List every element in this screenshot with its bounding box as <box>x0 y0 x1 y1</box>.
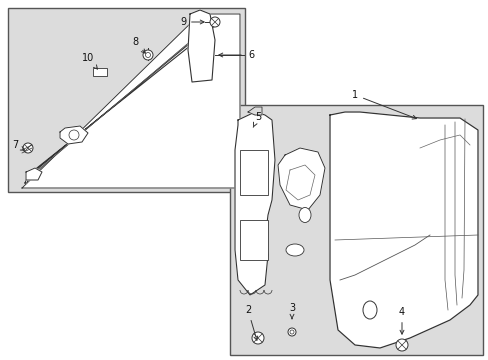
Text: 1: 1 <box>351 90 416 119</box>
Circle shape <box>145 53 150 58</box>
Polygon shape <box>329 112 477 348</box>
Polygon shape <box>26 168 42 180</box>
Circle shape <box>251 332 264 344</box>
Text: 10: 10 <box>81 53 97 69</box>
Polygon shape <box>60 126 88 144</box>
Text: 3: 3 <box>288 303 294 319</box>
Polygon shape <box>22 14 240 188</box>
Polygon shape <box>278 148 325 210</box>
Text: 6: 6 <box>247 50 254 60</box>
Circle shape <box>287 328 295 336</box>
Text: 8: 8 <box>132 37 145 53</box>
Bar <box>240 150 267 195</box>
Text: 2: 2 <box>244 305 257 340</box>
Circle shape <box>142 50 153 60</box>
Polygon shape <box>25 20 218 183</box>
Ellipse shape <box>298 207 310 222</box>
Bar <box>229 105 482 355</box>
Polygon shape <box>235 112 274 295</box>
Bar <box>8 8 244 192</box>
Ellipse shape <box>285 244 304 256</box>
Bar <box>240 220 267 260</box>
Text: 4: 4 <box>398 307 404 334</box>
Circle shape <box>23 143 33 153</box>
Circle shape <box>289 330 293 334</box>
Circle shape <box>69 130 79 140</box>
Polygon shape <box>187 10 215 82</box>
Text: 9: 9 <box>180 17 203 27</box>
Polygon shape <box>247 107 262 115</box>
Circle shape <box>395 339 407 351</box>
Text: 7: 7 <box>12 140 24 150</box>
Text: 5: 5 <box>253 112 261 127</box>
Ellipse shape <box>362 301 376 319</box>
Circle shape <box>209 17 220 27</box>
Bar <box>93 68 107 76</box>
